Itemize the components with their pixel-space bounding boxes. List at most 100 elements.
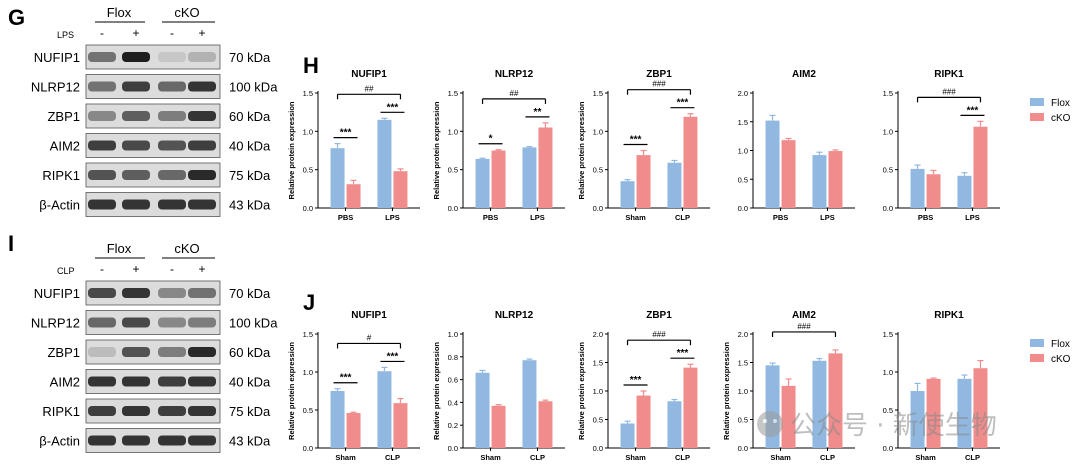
blot-band (188, 140, 216, 151)
significance-hash: ## (510, 89, 519, 98)
y-tick-label: 1.5 (303, 89, 313, 98)
y-tick-label: 0.5 (738, 175, 748, 184)
chart-ylabel: Relative protein expression (287, 342, 296, 440)
y-tick-label: 0.5 (883, 166, 893, 175)
wechat-icon-eye (763, 419, 767, 423)
chart-ylabel: Relative protein expression (287, 101, 296, 199)
y-tick-label: 0.5 (303, 406, 313, 415)
blot-band (158, 199, 186, 210)
y-tick-label: 1.0 (738, 147, 748, 156)
chart-J-ZBP1: ZBP1 Relative protein expression 0.0 0.5 1.0… (577, 310, 710, 462)
blot-band (122, 52, 150, 62)
bar-flox (475, 372, 490, 448)
y-tick-label: 1.0 (883, 368, 893, 377)
blot-band (88, 81, 116, 92)
bar-cko (491, 405, 506, 448)
y-tick-label: 1.0 (738, 387, 748, 396)
chart-H-NLRP12: NLRP12 Relative protein expression 0.0 0.5 1… (432, 69, 565, 222)
legend-j: Flox cKO (1030, 339, 1071, 365)
bar-flox (957, 378, 972, 448)
blot-band (188, 406, 216, 416)
blot-protein-label: NLRP12 (31, 316, 80, 331)
bar-cko (346, 184, 361, 208)
x-tick-label: CLP (675, 213, 690, 222)
x-tick-label: CLP (675, 453, 690, 462)
chart-J-NLRP12: NLRP12 Relative protein expression 0.0 0.2 0… (432, 310, 565, 462)
x-tick-label: LPS (385, 213, 400, 222)
y-tick-label: 1.5 (593, 89, 603, 98)
legend-swatch-flox (1030, 339, 1044, 347)
x-tick-label: Sham (480, 453, 501, 462)
blot-treatment-label: LPS (57, 30, 74, 40)
blot-protein-label: RIPK1 (42, 168, 80, 183)
y-tick-label: 0.0 (448, 204, 458, 213)
y-tick-label: 1.5 (593, 359, 603, 368)
significance-stars: * (489, 134, 493, 145)
chart-title: RIPK1 (934, 69, 964, 80)
bar-cko (973, 126, 988, 208)
blot-band (122, 170, 150, 180)
blot-band (122, 347, 150, 357)
blot-band (88, 170, 116, 180)
x-tick-label: Sham (335, 453, 356, 462)
significance-stars: *** (630, 375, 642, 386)
blot-lane-sign: + (198, 26, 205, 40)
y-tick-label: 2.0 (738, 89, 748, 98)
blot-band (158, 406, 186, 416)
blot-band (188, 288, 216, 298)
y-tick-label: 1.5 (738, 359, 748, 368)
blot-treatment-label: CLP (57, 266, 75, 276)
blot-kda-label: 43 kDa (229, 434, 271, 449)
y-tick-label: 1.0 (448, 127, 458, 136)
wechat-icon (757, 411, 783, 437)
blot-band (122, 199, 150, 210)
blot-lane-sign: + (132, 26, 139, 40)
bar-cko (973, 368, 988, 448)
y-tick-label: 1.5 (448, 89, 458, 98)
significance-stars: *** (387, 351, 399, 362)
significance-hash: ## (365, 84, 374, 93)
significance-hash: ### (942, 87, 956, 96)
blot-band (158, 140, 186, 151)
y-tick-label: 0.0 (883, 204, 893, 213)
significance-stars: *** (677, 348, 689, 359)
bar-cko (636, 395, 651, 448)
blot-group-label: Flox (107, 5, 132, 20)
significance-stars: *** (677, 98, 689, 109)
bar-cko (491, 150, 506, 208)
bar-cko (781, 140, 796, 208)
blot-group-label: Flox (107, 241, 132, 256)
blot-band (88, 376, 116, 387)
y-tick-label: 1.5 (883, 330, 893, 339)
blot-kda-label: 60 kDa (229, 109, 271, 124)
blot-protein-label: AIM2 (50, 139, 80, 154)
chart-title: NLRP12 (495, 310, 534, 321)
chart-title: ZBP1 (646, 310, 672, 321)
bar-flox (377, 371, 392, 448)
blot-band (158, 435, 186, 446)
y-tick-label: 0.0 (883, 444, 893, 453)
blot-lane-sign: + (132, 262, 139, 276)
blot-band (188, 199, 216, 210)
bar-cko (636, 155, 651, 208)
y-tick-label: 0.0 (303, 204, 313, 213)
blot-protein-label: NLRP12 (31, 80, 80, 95)
legend-swatch-flox (1030, 98, 1044, 106)
bar-cko (828, 353, 843, 448)
chart-ylabel: Relative protein expression (432, 342, 441, 440)
legend-label-flox: Flox (1051, 98, 1070, 109)
chart-ylabel: Relative protein expression (432, 101, 441, 199)
y-tick-label: 1.5 (303, 330, 313, 339)
y-tick-label: 1.5 (883, 89, 893, 98)
blot-kda-label: 100 kDa (229, 80, 278, 95)
panel-letter-i: I (8, 231, 14, 256)
y-tick-label: 0.5 (738, 416, 748, 425)
blot-band (122, 140, 150, 151)
blot-band (122, 435, 150, 446)
blot-protein-label: ZBP1 (47, 345, 80, 360)
x-tick-label: LPS (820, 213, 835, 222)
significance-hash: ### (652, 80, 666, 89)
chart-title: AIM2 (792, 69, 816, 80)
y-tick-label: 0.0 (448, 444, 458, 453)
blot-band (188, 347, 216, 357)
